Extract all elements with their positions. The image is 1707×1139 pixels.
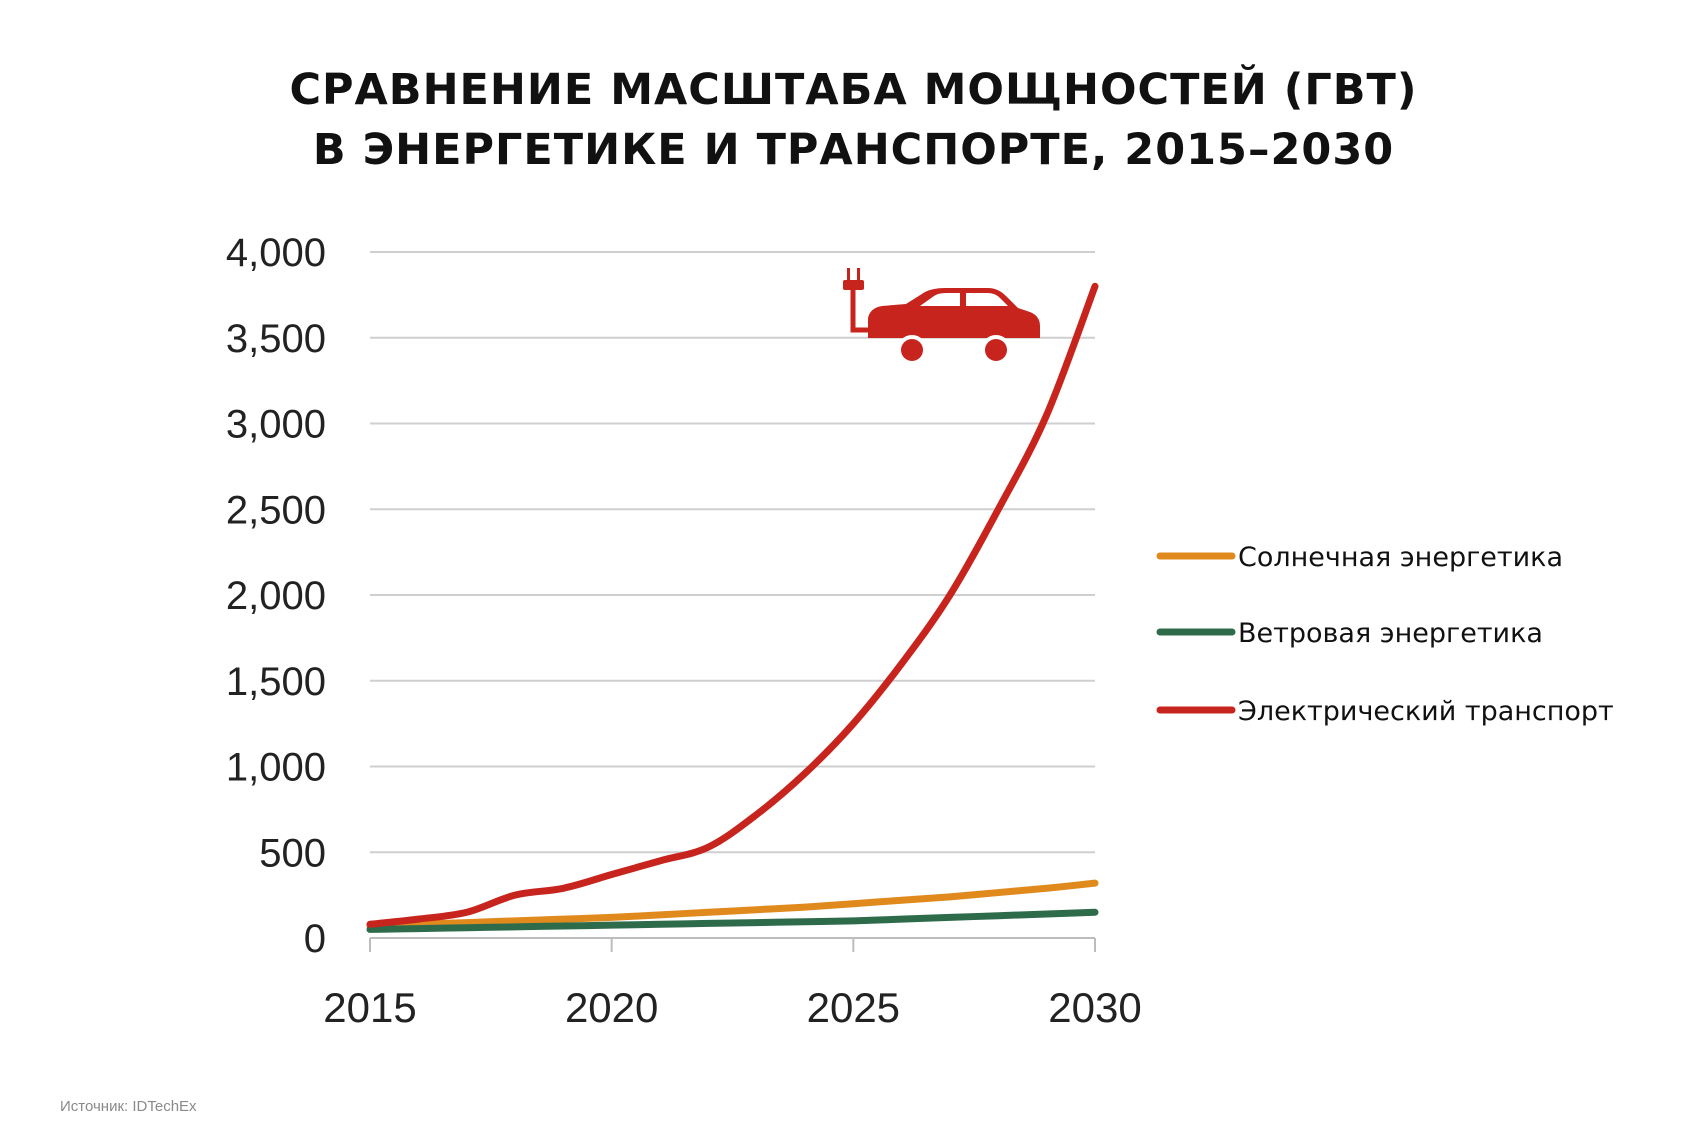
legend-item-solar: Солнечная энергетика	[1156, 542, 1563, 573]
chart-title: СРАВНЕНИЕ МАСШТАБА МОЩНОСТЕЙ (ГВТ) В ЭНЕ…	[0, 60, 1707, 180]
legend-label: Ветровая энергетика	[1238, 618, 1543, 649]
x-tick-label: 2030	[1048, 984, 1141, 1031]
y-tick-label: 3,000	[226, 403, 326, 447]
legend-label: Электрический транспорт	[1238, 696, 1614, 727]
y-tick-label: 2,500	[226, 488, 326, 532]
plug-body	[843, 280, 864, 290]
chart-title-line-2: В ЭНЕРГЕТИКЕ И ТРАНСПОРТЕ, 2015–2030	[312, 125, 1395, 175]
car-window-front	[920, 293, 960, 306]
legend-item-wind: Ветровая энергетика	[1156, 618, 1543, 649]
series-lines	[366, 282, 1099, 933]
car-window-rear	[966, 293, 1008, 306]
y-tick-label: 1,000	[226, 746, 326, 790]
legend: Солнечная энергетика Ветровая энергетика Э…	[1156, 542, 1614, 727]
y-axis-tick-labels: 0 500 1,000 1,500 2,000 2,500 3,000 3,500 4,000	[226, 231, 326, 961]
car-wheel-rear	[985, 339, 1007, 361]
solar-series-line	[366, 879, 1099, 930]
car-wheel-front	[901, 339, 923, 361]
axes	[369, 937, 1096, 952]
x-tick-label: 2020	[565, 984, 658, 1031]
chart-title-line-1: СРАВНЕНИЕ МАСШТАБА МОЩНОСТЕЙ (ГВТ)	[289, 65, 1418, 115]
y-tick-label: 3,500	[226, 317, 326, 361]
y-tick-label: 4,000	[226, 231, 326, 275]
x-tick-label: 2015	[323, 984, 416, 1031]
x-axis-tick-labels: 2015 2020 2025 2030	[323, 984, 1141, 1031]
source-note: Источник: IDTechEx	[60, 1098, 197, 1115]
electric-car-plug-icon	[843, 268, 1040, 365]
y-tick-label: 2,000	[226, 574, 326, 618]
legend-label: Солнечная энергетика	[1238, 542, 1563, 573]
y-tick-label: 1,500	[226, 660, 326, 704]
legend-item-ev: Электрический транспорт	[1156, 696, 1614, 727]
wind-series-line	[366, 908, 1099, 933]
x-tick-label: 2025	[807, 984, 900, 1031]
y-tick-label: 500	[259, 831, 326, 875]
y-tick-label: 0	[304, 917, 326, 961]
plug-prong-left	[847, 268, 850, 282]
ev-series-line	[366, 282, 1099, 928]
plug-prong-right	[857, 268, 860, 282]
